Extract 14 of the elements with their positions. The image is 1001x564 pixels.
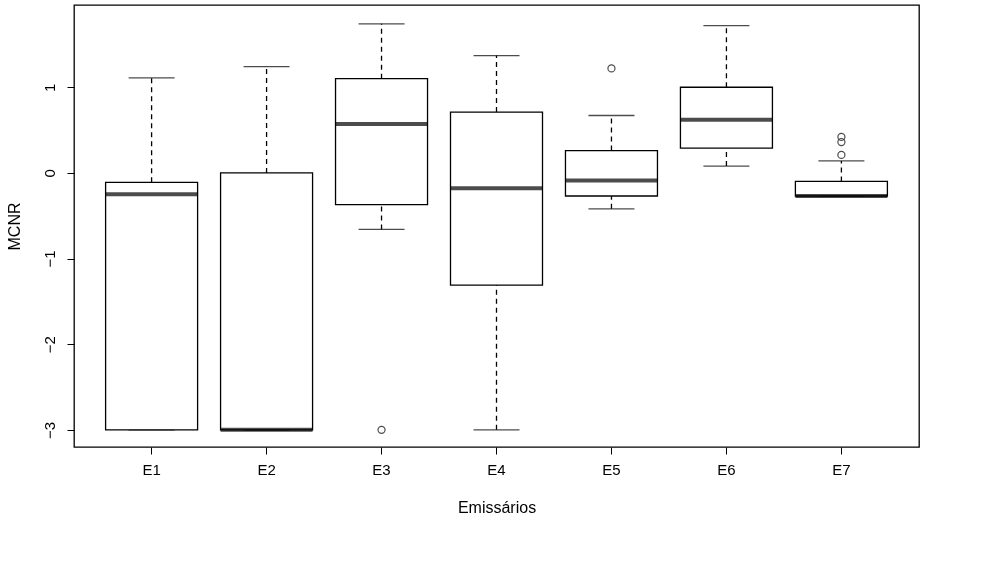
y-axis-title: MCNR <box>5 202 23 251</box>
x-tick-label: E4 <box>487 460 506 478</box>
y-tick-label: 0 <box>40 169 58 178</box>
x-tick-label: E1 <box>142 460 161 478</box>
y-tick-label: −2 <box>40 336 58 354</box>
x-tick-label: E2 <box>257 460 276 478</box>
y-tick-label: 1 <box>40 83 58 92</box>
x-tick-label: E6 <box>717 460 736 478</box>
x-tick-label: E7 <box>832 460 851 478</box>
x-tick-label: E5 <box>602 460 621 478</box>
y-tick-label: −1 <box>40 250 58 268</box>
x-axis-title: Emissários <box>457 498 537 516</box>
x-tick-label: E3 <box>372 460 391 478</box>
y-tick-label: −3 <box>40 421 58 439</box>
